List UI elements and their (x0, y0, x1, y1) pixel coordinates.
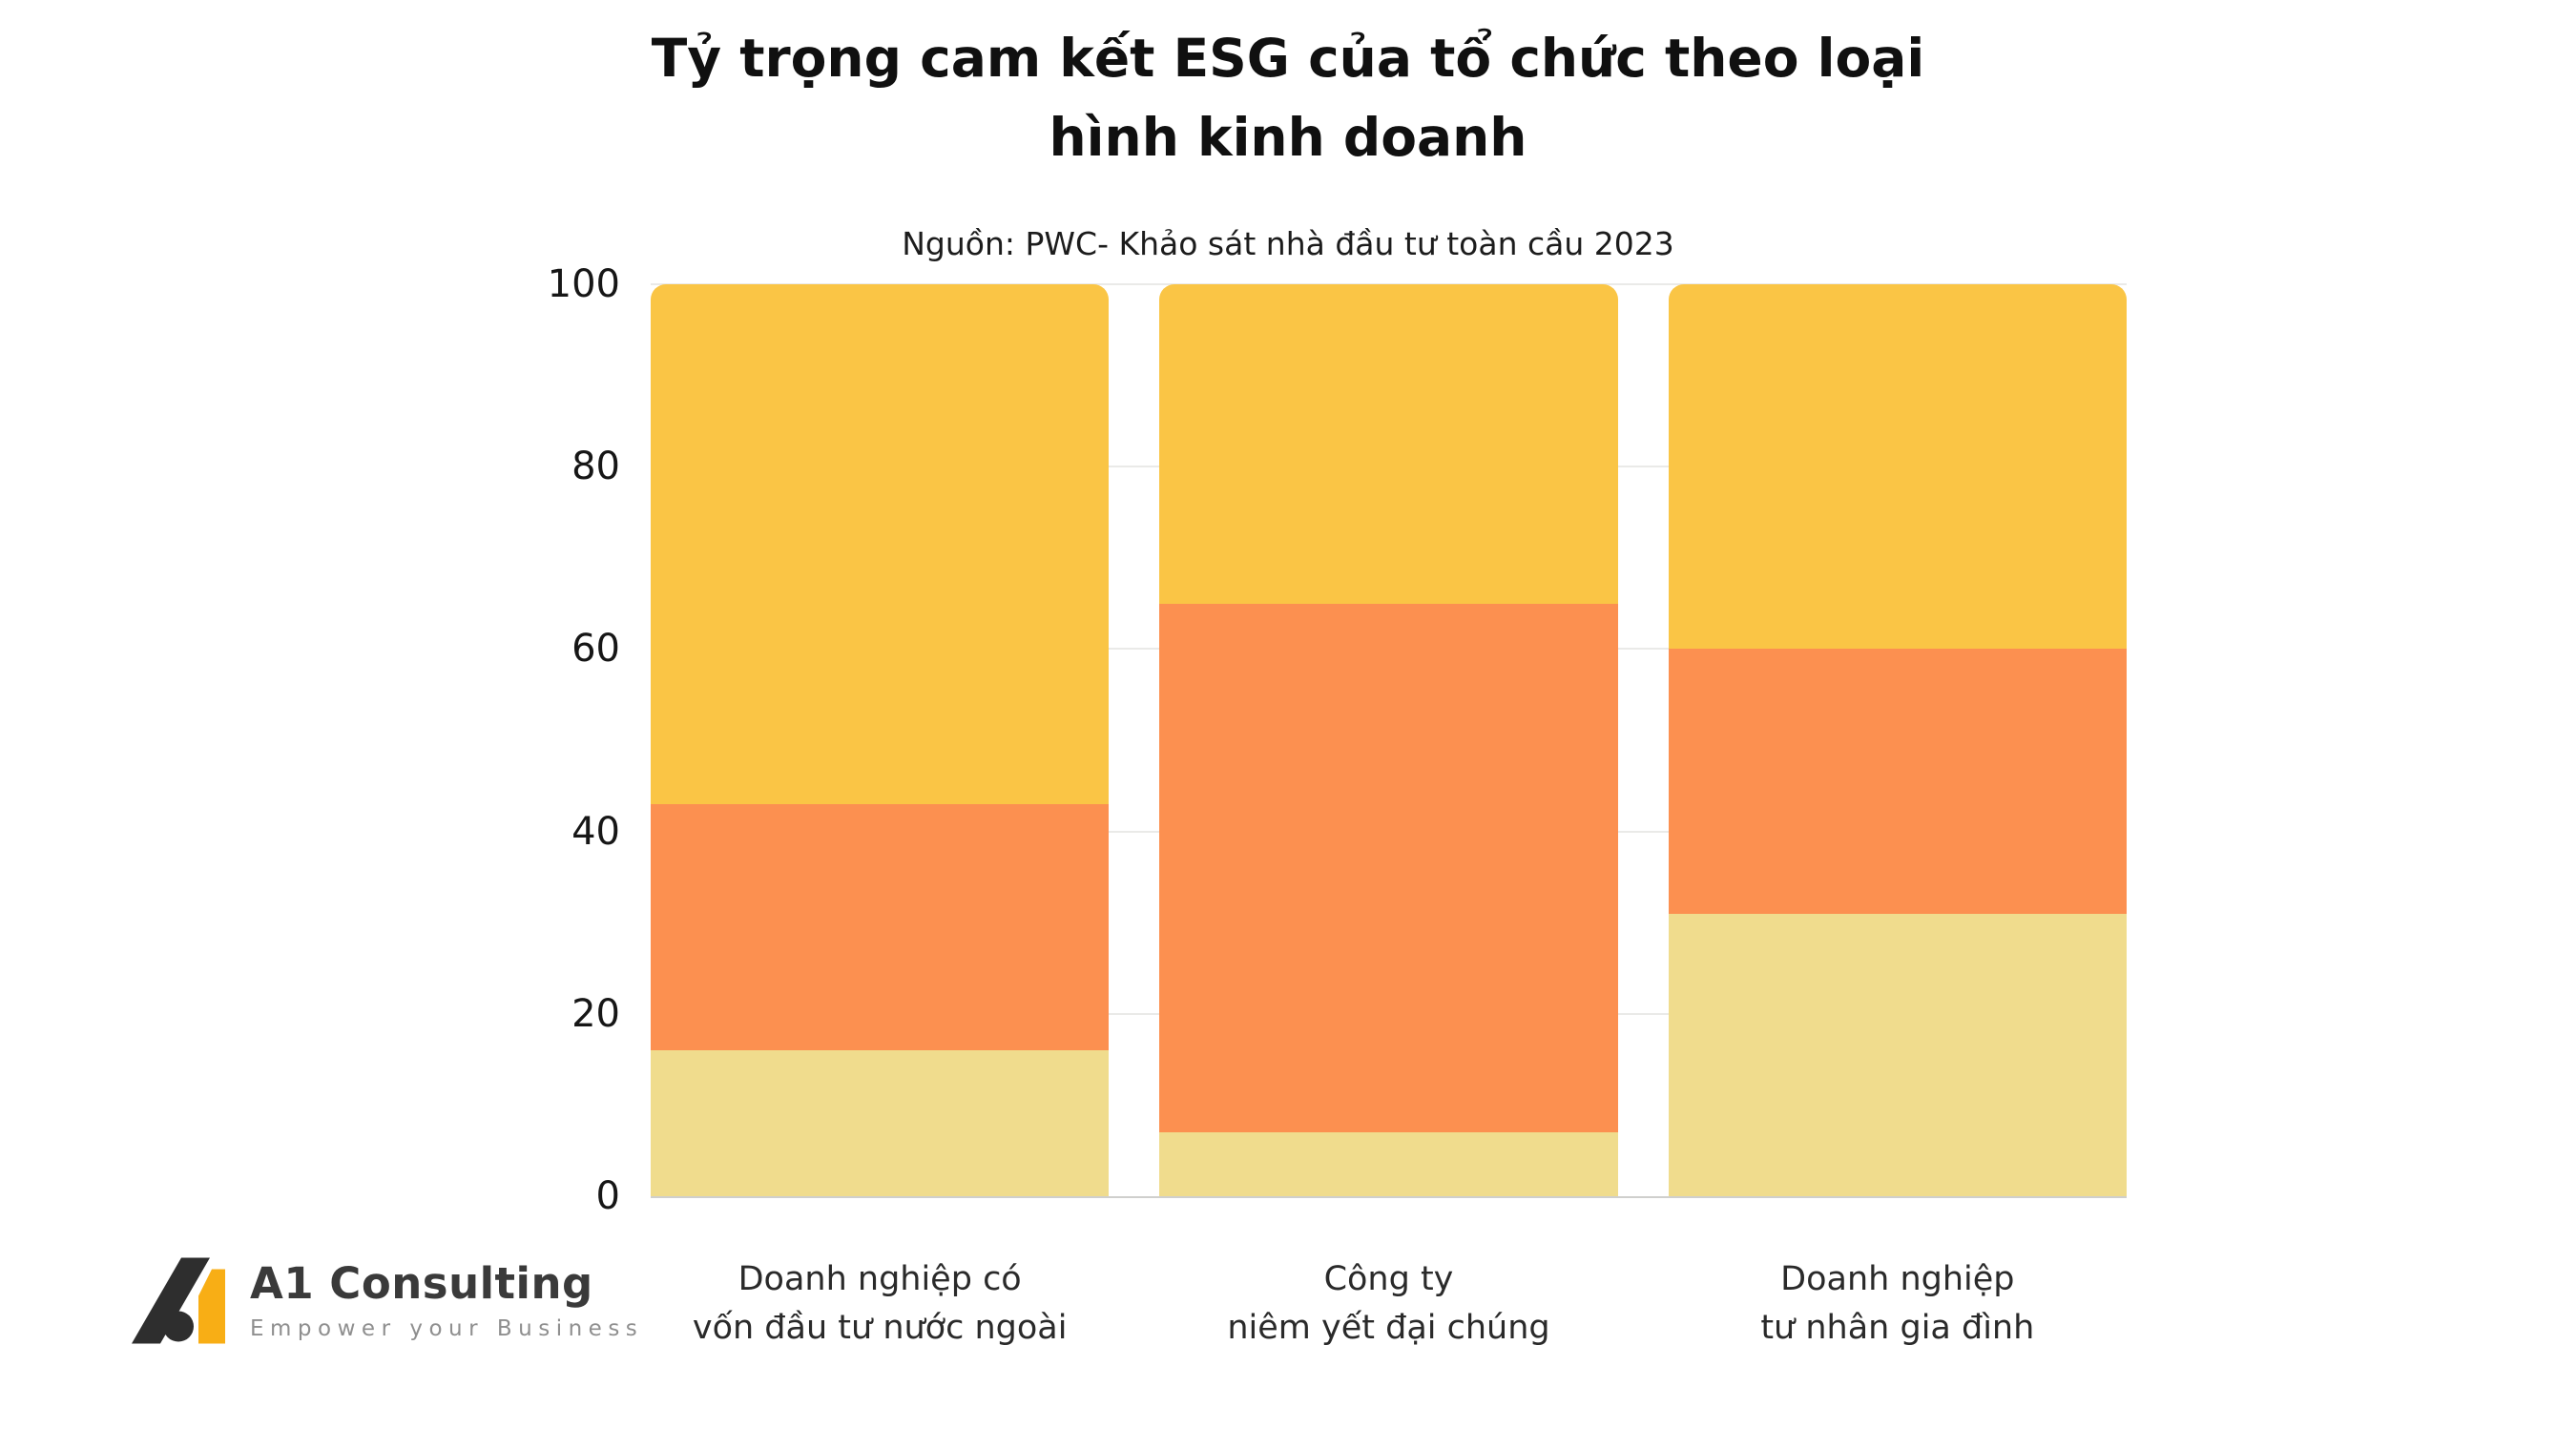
logo-one-shape (198, 1269, 225, 1344)
plot-area (651, 283, 2127, 1198)
y-tick-label-80: 80 (571, 445, 620, 489)
bar-1-segment-bottom (651, 1050, 1110, 1196)
category-label-3: Doanh nghiệp tư nhân gia đình (1669, 1255, 2127, 1353)
gridline-100 (651, 283, 2127, 285)
bar-2-segment-bottom (1159, 1132, 1618, 1196)
y-tick-label-20: 20 (571, 991, 620, 1036)
category-label-line: Doanh nghiệp có (737, 1260, 1022, 1298)
category-label-line: tư nhân gia đình (1760, 1308, 2035, 1347)
logo-slash-shape (132, 1257, 210, 1344)
y-tick-label-60: 60 (571, 627, 620, 672)
category-label-line: Doanh nghiệp (1780, 1260, 2015, 1298)
bar-2-segment-top (1159, 284, 1618, 604)
x-axis-labels: Doanh nghiệp có vốn đầu tư nước ngoài Công… (651, 1255, 2127, 1353)
bar-2-segment-middle (1159, 603, 1618, 1133)
bar-1 (651, 284, 1110, 1196)
bar-3-segment-bottom (1668, 913, 2127, 1196)
chart-title-line1: Tỷ trọng cam kết ESG của tổ chức theo lo… (651, 28, 1925, 89)
category-label-line: Công ty (1323, 1260, 1454, 1298)
category-label-line: niêm yết đại chúng (1227, 1308, 1550, 1347)
bar-3-segment-top (1668, 284, 2127, 650)
chart-source-subtitle: Nguồn: PWC- Khảo sát nhà đầu tư toàn cầu… (902, 225, 1674, 262)
bar-1-segment-top (651, 284, 1110, 804)
bar-3-segment-middle (1668, 649, 2127, 914)
logo-tagline: Empower your Business (250, 1315, 644, 1341)
category-label-line: vốn đầu tư nước ngoài (692, 1308, 1068, 1347)
chart-title-line2: hình kinh doanh (1049, 106, 1527, 168)
logo: A1 Consulting Empower your Business (132, 1255, 643, 1346)
y-axis: 0 20 40 60 80 100 (448, 265, 620, 1215)
bar-3 (1668, 284, 2127, 1196)
bar-1-segment-middle (651, 803, 1110, 1051)
logo-name: A1 Consulting (250, 1258, 593, 1310)
bars (651, 284, 2127, 1196)
logo-dot-shape (163, 1311, 194, 1342)
y-tick-label-0: 0 (595, 1174, 620, 1218)
category-label-2: Công ty niêm yết đại chúng (1159, 1255, 1617, 1353)
logo-text: A1 Consulting Empower your Business (250, 1260, 643, 1341)
a1-logo-mark-icon (132, 1257, 225, 1344)
bar-2 (1159, 284, 1618, 1196)
category-label-1: Doanh nghiệp có vốn đầu tư nước ngoài (651, 1255, 1109, 1353)
y-tick-label-100: 100 (547, 262, 620, 306)
gridline-0 (651, 1196, 2127, 1198)
y-tick-label-40: 40 (571, 809, 620, 854)
chart-title: Tỷ trọng cam kết ESG của tổ chức theo lo… (0, 19, 2576, 176)
